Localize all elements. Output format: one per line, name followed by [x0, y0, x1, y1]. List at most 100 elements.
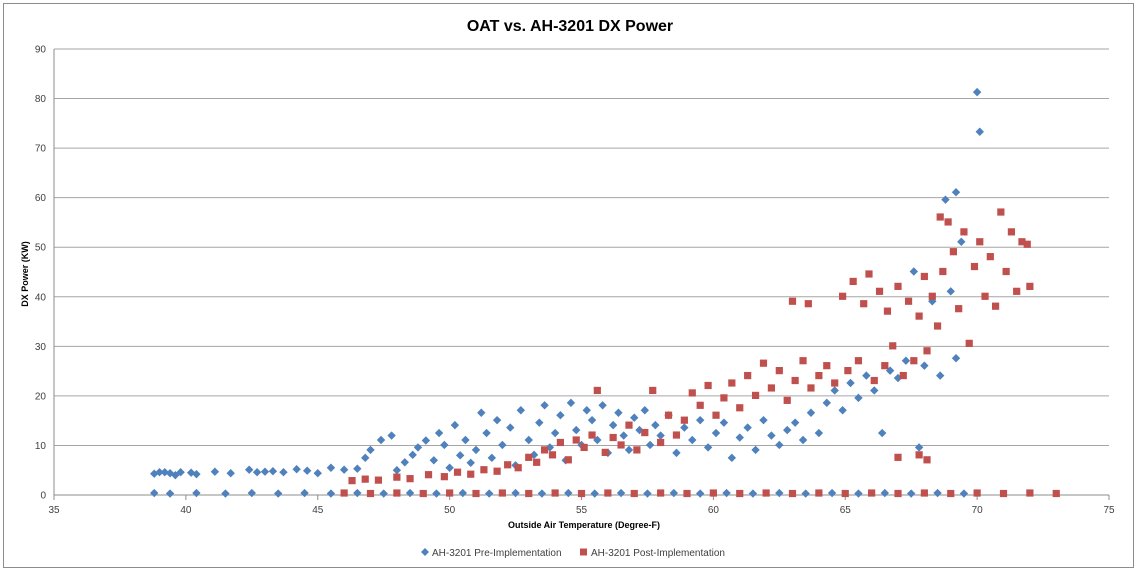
data-point [915, 312, 923, 320]
data-point [434, 428, 444, 438]
data-point [838, 406, 847, 415]
data-point [564, 488, 573, 498]
data-point [587, 415, 597, 425]
data-point [366, 445, 375, 455]
data-point [504, 461, 512, 469]
data-point [881, 362, 889, 370]
data-point [467, 470, 475, 478]
data-point [392, 466, 402, 475]
data-point [313, 468, 322, 478]
data-point [419, 489, 427, 498]
data-point [683, 489, 691, 498]
data-point [965, 339, 973, 347]
data-point [806, 408, 816, 417]
data-point [548, 451, 557, 459]
data-point [221, 489, 230, 498]
data-point [720, 394, 728, 402]
data-point [727, 453, 737, 463]
data-point [466, 458, 475, 467]
x-tick-label: 70 [972, 505, 984, 516]
data-point [923, 456, 931, 464]
data-point [340, 489, 348, 497]
data-point [556, 438, 564, 447]
data-point [303, 466, 312, 475]
data-point [406, 475, 414, 483]
x-tick-label: 45 [312, 505, 324, 516]
data-point [695, 415, 705, 425]
data-point [976, 238, 984, 246]
legend: AH-3201 Pre-Implementation AH-3201 Post-… [421, 548, 725, 559]
data-point [939, 267, 947, 276]
data-point [155, 468, 164, 477]
data-point [854, 357, 863, 365]
data-point [453, 468, 462, 476]
data-point [775, 440, 784, 450]
data-point [791, 376, 799, 385]
data-point [440, 440, 449, 450]
data-point [440, 473, 448, 481]
data-point [986, 253, 994, 261]
x-tick-label: 75 [1103, 505, 1115, 516]
data-point [788, 489, 797, 498]
data-point [936, 213, 944, 221]
data-point [1013, 287, 1021, 295]
data-point [1026, 282, 1034, 290]
data-point [711, 428, 721, 438]
data-point [525, 453, 533, 461]
data-point [854, 393, 863, 403]
data-point [936, 371, 945, 380]
data-point [593, 435, 602, 445]
data-point [823, 362, 831, 370]
data-point [815, 489, 823, 497]
data-point [775, 367, 783, 375]
data-point [736, 489, 744, 498]
data-point [656, 431, 665, 440]
data-point [393, 473, 401, 481]
data-point [588, 431, 596, 439]
data-point [868, 489, 876, 497]
data-point [461, 435, 470, 445]
data-point [260, 467, 270, 476]
data-point [348, 477, 356, 485]
data-point [480, 466, 488, 474]
data-point [446, 489, 454, 497]
data-point [429, 456, 438, 465]
data-point [910, 357, 918, 365]
data-point [421, 436, 431, 445]
y-tick-label: 0 [40, 491, 46, 502]
data-point [915, 451, 923, 459]
data-point [582, 406, 591, 415]
data-point [598, 401, 607, 410]
data-point [941, 195, 950, 204]
series-pre-implementation [150, 87, 984, 498]
data-point [767, 431, 776, 440]
data-point [904, 297, 913, 305]
data-point [210, 467, 220, 476]
data-point [577, 489, 586, 498]
data-point [885, 366, 895, 375]
data-point [537, 489, 547, 498]
data-point [387, 431, 396, 440]
data-point [696, 401, 704, 409]
data-point [1026, 489, 1034, 497]
data-point [1002, 267, 1010, 276]
data-point [366, 489, 375, 498]
data-point [649, 386, 657, 395]
gridlines [54, 48, 1109, 446]
data-point [704, 381, 712, 390]
y-tick-label: 70 [35, 144, 47, 155]
data-point [339, 465, 349, 474]
legend-pre-implementation-marker [421, 548, 429, 556]
data-point [424, 471, 433, 479]
y-tick-label: 60 [35, 193, 47, 204]
data-point [492, 415, 502, 425]
x-tick-label: 50 [444, 505, 456, 516]
data-point [572, 436, 580, 444]
data-point [815, 371, 823, 380]
data-point [688, 389, 696, 397]
data-point [247, 488, 257, 498]
data-point [374, 476, 383, 484]
data-point [609, 433, 617, 442]
data-point [353, 488, 362, 498]
data-point [957, 237, 966, 246]
